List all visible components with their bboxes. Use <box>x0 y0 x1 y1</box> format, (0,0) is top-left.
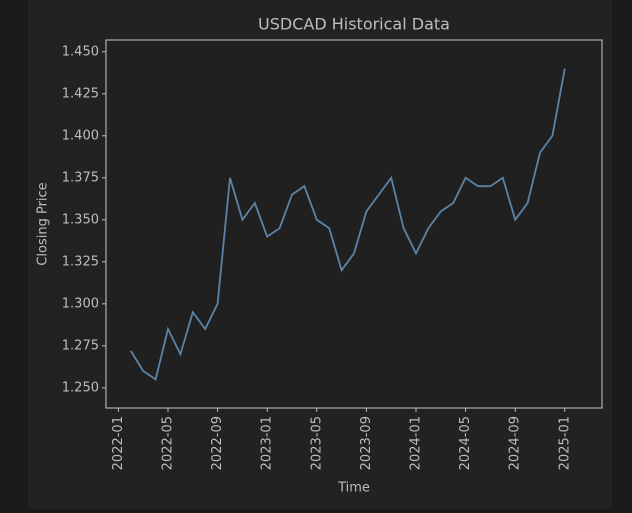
y-tick-label: 1.425 <box>62 86 99 101</box>
y-tick-label: 1.275 <box>62 338 99 353</box>
x-tick-label: 2024-05 <box>458 416 473 470</box>
y-tick-label: 1.450 <box>62 44 99 59</box>
x-tick-label: 2025-01 <box>557 416 572 470</box>
y-tick-label: 1.350 <box>62 212 99 227</box>
price-line <box>130 68 566 381</box>
y-tick-label: 1.250 <box>62 380 99 395</box>
x-tick-label: 2022-01 <box>111 416 126 470</box>
x-tick-label: 2024-09 <box>508 416 523 470</box>
x-tick-label: 2023-05 <box>309 416 324 470</box>
x-tick-label: 2024-01 <box>409 416 424 470</box>
x-axis-label: Time <box>337 481 370 496</box>
plot-area <box>105 39 603 409</box>
x-tick-label: 2023-09 <box>359 416 374 470</box>
y-tick-label: 1.300 <box>62 296 99 311</box>
y-tick-label: 1.400 <box>62 128 99 143</box>
chart-title: USDCAD Historical Data <box>258 15 450 34</box>
y-tick-label: 1.325 <box>62 254 99 269</box>
y-axis-label: Closing Price <box>36 182 51 265</box>
x-tick-label: 2022-05 <box>161 416 176 470</box>
x-tick-label: 2023-01 <box>260 416 275 470</box>
x-tick-label: 2022-09 <box>210 416 225 470</box>
y-tick-label: 1.375 <box>62 170 99 185</box>
